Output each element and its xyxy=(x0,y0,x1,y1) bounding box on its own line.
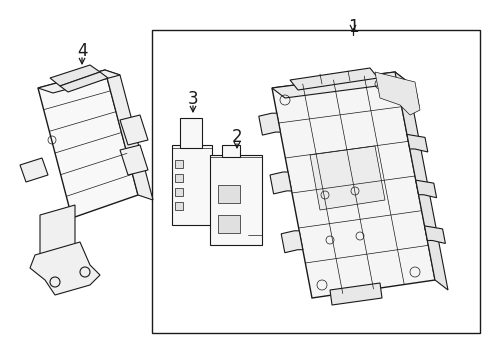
Polygon shape xyxy=(38,70,138,218)
Bar xyxy=(218,185,240,203)
Polygon shape xyxy=(20,158,48,182)
Polygon shape xyxy=(394,72,447,290)
Bar xyxy=(222,145,240,157)
Polygon shape xyxy=(406,134,427,152)
Polygon shape xyxy=(397,89,418,106)
Text: 2: 2 xyxy=(231,128,242,146)
Bar xyxy=(175,160,183,168)
Text: 3: 3 xyxy=(187,90,198,108)
Polygon shape xyxy=(50,65,100,86)
Polygon shape xyxy=(269,172,291,194)
Bar xyxy=(209,155,262,245)
Bar xyxy=(175,188,183,196)
Polygon shape xyxy=(271,72,407,98)
Polygon shape xyxy=(120,115,148,145)
Polygon shape xyxy=(271,72,434,298)
Polygon shape xyxy=(40,205,75,255)
Polygon shape xyxy=(60,72,108,92)
Bar xyxy=(175,202,183,210)
Polygon shape xyxy=(424,226,445,243)
Polygon shape xyxy=(289,68,377,90)
Polygon shape xyxy=(38,70,120,93)
Polygon shape xyxy=(258,113,280,135)
Bar xyxy=(218,215,240,233)
Polygon shape xyxy=(309,146,384,210)
Bar xyxy=(180,118,202,148)
Polygon shape xyxy=(415,180,436,198)
Polygon shape xyxy=(374,72,419,115)
Bar xyxy=(152,30,479,333)
Polygon shape xyxy=(120,145,148,175)
Polygon shape xyxy=(281,231,302,253)
Text: 1: 1 xyxy=(347,18,358,36)
Bar xyxy=(172,145,212,225)
Bar xyxy=(175,174,183,182)
Polygon shape xyxy=(329,283,381,305)
Polygon shape xyxy=(30,242,100,295)
Polygon shape xyxy=(105,70,153,200)
Text: 4: 4 xyxy=(77,42,87,60)
